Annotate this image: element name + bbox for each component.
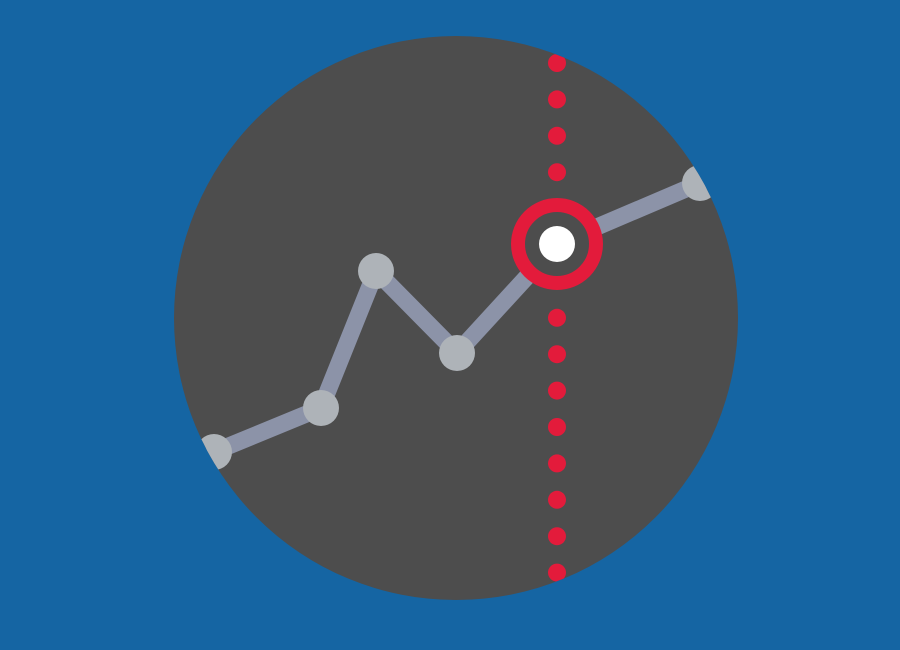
disc [174,36,738,600]
data-point [303,390,339,426]
guide-dot [548,418,566,436]
highlight-marker-center [539,226,575,262]
guide-dot [548,563,566,582]
highlight-guide-line [548,54,566,582]
guide-dot [548,454,566,473]
guide-dot [548,163,566,182]
chart-layer [196,54,718,582]
guide-dot [548,490,566,509]
guide-dot [548,527,566,546]
data-point [358,253,394,289]
guide-dot [548,308,566,327]
guide-dot [548,90,566,109]
data-point [439,335,475,371]
guide-dot [548,126,566,145]
guide-dot [548,381,566,400]
guide-dot [548,54,566,72]
guide-dot [548,345,566,364]
